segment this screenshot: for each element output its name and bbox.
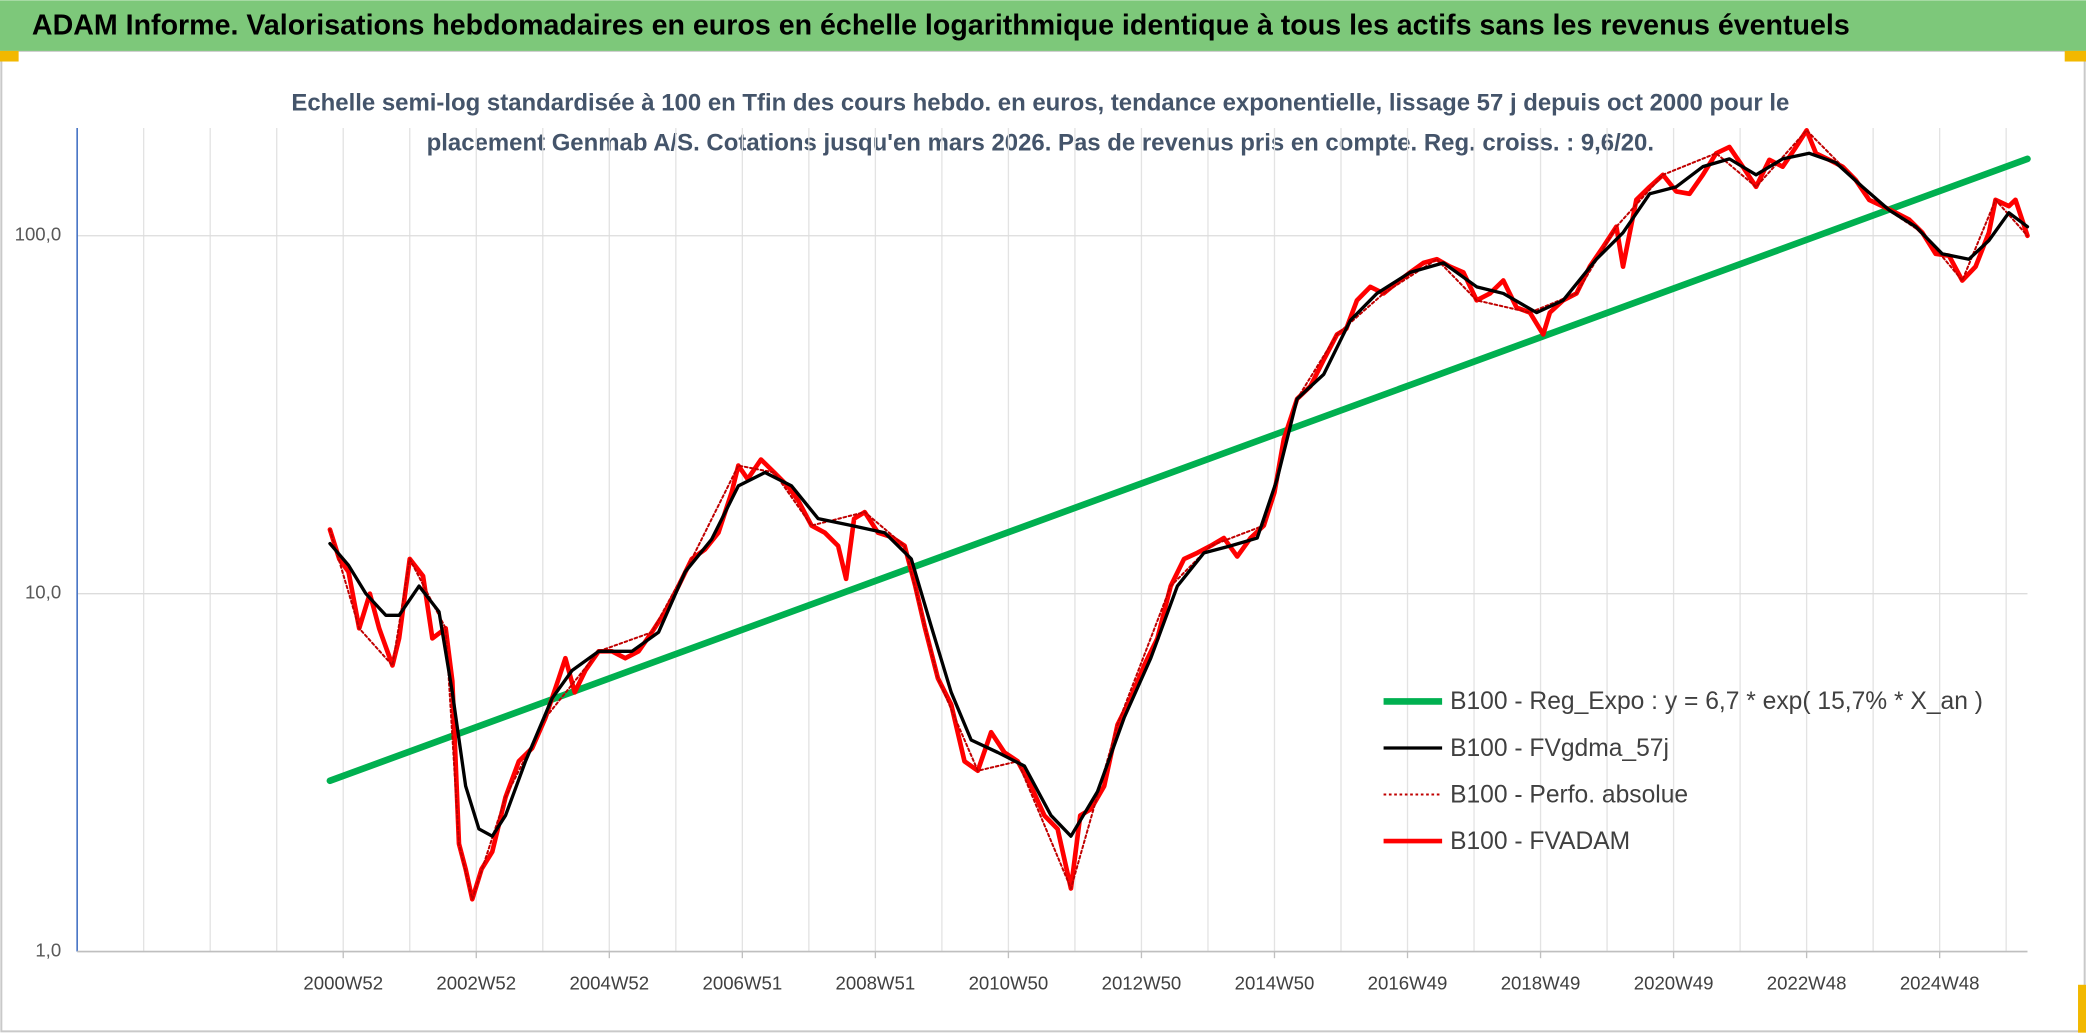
x-tick-label: 2018W49 xyxy=(1501,973,1581,994)
series-line xyxy=(327,128,2030,902)
x-tick-label: 2008W51 xyxy=(836,973,916,994)
x-tick-label: 2024W48 xyxy=(1900,973,1980,994)
legend-label: B100 - Reg_Expo : y = 6,7 * exp( 15,7% *… xyxy=(1450,688,1983,715)
corner xyxy=(2078,984,2086,1033)
legend-label: B100 - Perfo. absolue xyxy=(1450,781,1688,808)
x-tick-label: 2006W51 xyxy=(703,973,783,994)
y-tick-label: 100,0 xyxy=(15,224,62,245)
x-tick-label: 2022W48 xyxy=(1767,973,1847,994)
chart-subtitle: placement Genmab A/S. Cotations jusqu'en… xyxy=(427,129,1654,156)
x-tick-label: 2012W50 xyxy=(1102,973,1182,994)
x-tick-label: 2014W50 xyxy=(1235,973,1315,994)
y-tick-label: 1,0 xyxy=(35,939,61,960)
x-tick-label: 2004W52 xyxy=(569,973,649,994)
legend-label: B100 - FVgdma_57j xyxy=(1450,735,1669,762)
x-tick-label: 2010W50 xyxy=(969,973,1049,994)
corner xyxy=(0,50,19,62)
corner xyxy=(2064,50,2086,62)
y-tick-label: 10,0 xyxy=(25,582,61,603)
series-line xyxy=(326,155,2031,785)
series-line xyxy=(328,129,2029,901)
x-tick-label: 2016W49 xyxy=(1368,973,1448,994)
series-line xyxy=(328,151,2030,838)
x-tick-label: 2020W49 xyxy=(1634,973,1714,994)
legend: B100 - Reg_Expo : y = 6,7 * exp( 15,7% *… xyxy=(1383,688,1983,855)
chart-subtitle: Echelle semi-log standardisée à 100 en T… xyxy=(291,89,1789,116)
chart-title: ADAM Informe. Valorisations hebdomadaire… xyxy=(32,9,1850,41)
title-band xyxy=(0,0,2086,51)
legend-label: B100 - FVADAM xyxy=(1450,828,1630,855)
x-tick-label: 2002W52 xyxy=(436,973,516,994)
x-tick-label: 2000W52 xyxy=(303,973,383,994)
